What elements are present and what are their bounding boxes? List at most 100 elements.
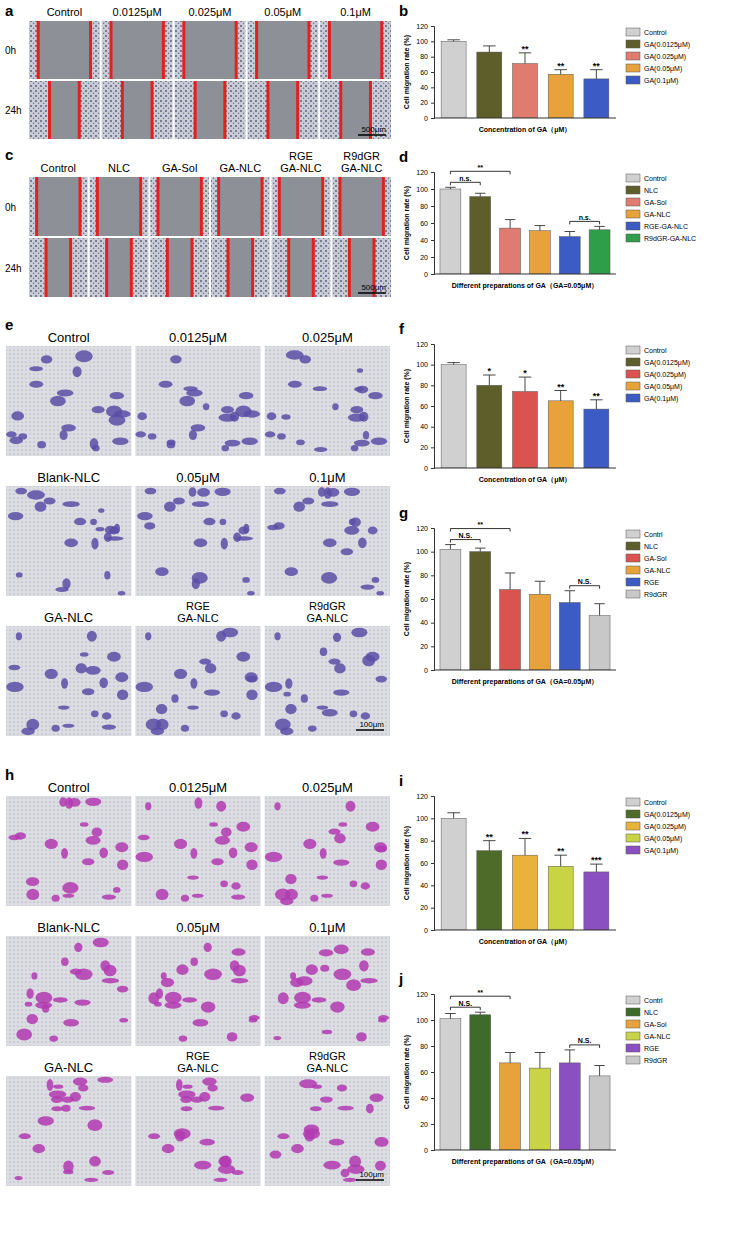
stained-cell xyxy=(189,430,197,440)
stained-cell xyxy=(137,512,153,520)
stained-cell xyxy=(194,538,208,547)
error-bar-cap xyxy=(445,544,455,545)
legend-swatch xyxy=(626,810,640,818)
micrograph xyxy=(265,346,390,456)
error-bar-stem xyxy=(599,226,600,229)
y-tick-label: 0 xyxy=(424,927,428,934)
stained-cell xyxy=(209,822,218,827)
stained-cell xyxy=(229,847,238,858)
y-tick-mark xyxy=(431,72,434,73)
stained-cell xyxy=(278,992,289,1004)
legend-item: GA-NLC xyxy=(626,210,670,218)
wound-gap xyxy=(279,177,322,236)
y-tick-mark xyxy=(431,1072,434,1073)
y-axis-line xyxy=(431,797,435,931)
wound-gap xyxy=(37,177,80,236)
stained-cell xyxy=(274,632,280,640)
stained-cell xyxy=(371,437,387,445)
error-bar xyxy=(590,864,602,872)
wound-edge xyxy=(255,21,258,79)
error-bar-stem xyxy=(599,1066,600,1076)
stained-cell xyxy=(350,517,361,526)
stained-cell xyxy=(189,487,197,496)
y-axis-title: Cell migration rate (%) xyxy=(403,369,411,443)
error-bar-stem xyxy=(510,573,511,590)
stained-cell xyxy=(339,822,348,827)
bar xyxy=(513,392,538,468)
stained-cell xyxy=(144,522,155,529)
stained-cell xyxy=(102,1170,114,1175)
bar xyxy=(477,851,502,930)
stained-cell xyxy=(97,1077,113,1083)
error-bar-stem xyxy=(539,1053,540,1069)
stained-cell xyxy=(117,860,128,870)
error-bar xyxy=(475,193,485,196)
y-axis-title: Cell migration rate (%) xyxy=(403,826,411,900)
stained-cell xyxy=(138,835,150,841)
stained-cell xyxy=(320,965,329,972)
error-bar xyxy=(445,1014,455,1019)
stained-cell xyxy=(86,666,101,675)
stained-cell xyxy=(75,350,92,362)
stained-cell xyxy=(344,526,359,535)
y-tick-label: 100 xyxy=(416,186,428,193)
stained-cells xyxy=(148,1078,254,1182)
stained-cell xyxy=(375,846,387,853)
wound-gap xyxy=(122,81,152,139)
error-bar xyxy=(590,400,602,409)
micrograph xyxy=(247,21,318,79)
stained-cell xyxy=(321,894,333,898)
y-tick-mark xyxy=(431,189,434,190)
stained-cell xyxy=(156,889,169,900)
column-label: 0.025μM xyxy=(188,6,231,18)
legend-item: Control xyxy=(626,346,667,354)
y-tick-mark xyxy=(431,552,434,553)
wound-edge xyxy=(105,238,108,297)
stained-cell xyxy=(275,718,291,730)
wound-edge xyxy=(79,177,82,236)
y-tick-label: 40 xyxy=(420,423,428,430)
stained-cell xyxy=(29,366,43,371)
stained-cell xyxy=(62,724,74,728)
y-tick-label: 40 xyxy=(420,84,428,91)
stained-cells xyxy=(8,797,128,901)
stained-cell xyxy=(363,431,369,440)
y-tick-label: 40 xyxy=(420,1095,428,1102)
y-tick-mark xyxy=(431,26,434,27)
legend-item: Contrl xyxy=(626,996,663,1004)
y-tick: 60 xyxy=(420,69,434,76)
legend-swatch xyxy=(626,174,640,182)
stained-cell xyxy=(156,704,167,714)
cell-label: 0.025μM xyxy=(302,330,353,345)
y-tick-mark xyxy=(431,274,434,275)
chart: 020406080100120Cell migration rate (%)Di… xyxy=(403,521,670,686)
micrograph xyxy=(102,21,173,79)
wound-edge xyxy=(235,21,238,79)
stained-cell xyxy=(249,1015,260,1020)
wound-edge xyxy=(380,21,383,79)
micrograph xyxy=(135,1076,260,1186)
significance: ** xyxy=(521,829,529,839)
micrograph xyxy=(90,238,149,297)
legend-item: GA-Sol xyxy=(626,554,667,562)
legend-item: R9dGR xyxy=(626,1056,667,1064)
legend-label: GA(0.0125μM) xyxy=(644,41,690,49)
error-bar-stem xyxy=(480,548,481,552)
x-axis-title: Concentration of GA（μM） xyxy=(479,476,572,484)
stained-cell xyxy=(62,894,74,898)
stained-cell xyxy=(285,874,296,884)
stained-cell xyxy=(320,1096,333,1102)
y-tick-label: 80 xyxy=(420,1043,428,1050)
y-tick: 60 xyxy=(420,1069,434,1076)
stained-cell xyxy=(366,822,380,832)
bracket-label: n.s. xyxy=(579,214,591,221)
stained-cell xyxy=(195,797,203,808)
legend-item: R9dGR-GA-NLC xyxy=(626,234,696,242)
legend-label: GA(0.025μM) xyxy=(644,823,686,831)
bar xyxy=(559,603,580,670)
micrograph xyxy=(6,486,131,596)
stained-cell xyxy=(333,969,351,981)
stained-cell xyxy=(304,1125,319,1135)
stained-cells xyxy=(267,487,384,595)
cell-label: 0.025μM xyxy=(302,780,353,795)
